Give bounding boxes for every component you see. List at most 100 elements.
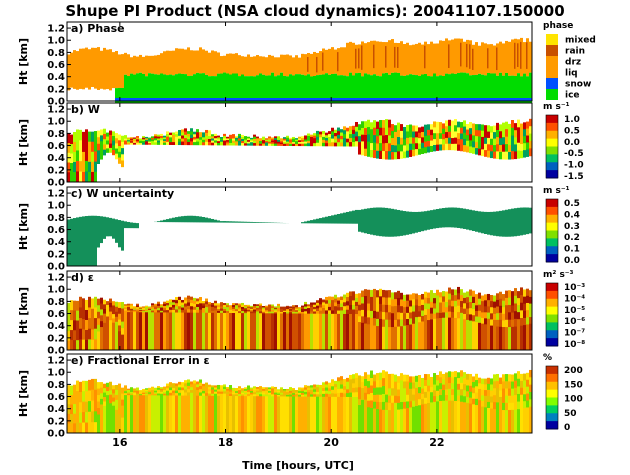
legend-label: drz bbox=[565, 58, 581, 68]
panel-3: c) W uncertainty0.00.20.40.60.81.01.2Ht … bbox=[17, 186, 580, 273]
colorbar-tick-label: 10⁻⁸ bbox=[564, 340, 585, 350]
colorbar-tick-label: 10⁻⁷ bbox=[564, 329, 585, 339]
heatmap-field bbox=[67, 37, 532, 103]
colorbar-tick-label: 200 bbox=[564, 366, 583, 376]
colorbar-tick-label: 0.0 bbox=[564, 138, 580, 148]
y-axis-label: Ht [km] bbox=[17, 370, 30, 417]
colorbar-band bbox=[546, 199, 558, 208]
colorbar-tick-label: 0.3 bbox=[564, 222, 580, 232]
y-axis-label: Ht [km] bbox=[17, 203, 30, 250]
colorbar-band bbox=[546, 366, 558, 375]
colorbar-tick-label: -1.0 bbox=[564, 161, 584, 171]
colorbar-band bbox=[546, 290, 558, 300]
colorbar-band bbox=[546, 397, 558, 406]
colorbar-band bbox=[546, 322, 558, 331]
y-tick-label: 1.0 bbox=[47, 36, 65, 47]
y-tick-label: 0.2 bbox=[47, 165, 65, 176]
legend-label: rain bbox=[565, 47, 585, 57]
x-tick-label: 20 bbox=[324, 436, 340, 449]
colorbar-tick-label: 10⁻⁶ bbox=[564, 317, 585, 327]
y-tick-label: 0.0 bbox=[47, 178, 65, 189]
legend-label: ice bbox=[565, 91, 580, 101]
x-tick-label: 18 bbox=[218, 436, 233, 449]
colorbar-band bbox=[546, 115, 558, 124]
colorbar-frame bbox=[545, 198, 559, 263]
y-tick-label: 0.4 bbox=[47, 321, 65, 332]
plot-frame bbox=[66, 186, 533, 267]
colorbar-band bbox=[546, 170, 558, 179]
colorbar-band bbox=[546, 138, 558, 147]
y-tick-label: 0.0 bbox=[47, 97, 65, 108]
y-tick-label: 1.2 bbox=[47, 356, 65, 367]
colorbar-band bbox=[546, 214, 558, 224]
y-tick-label: 0.2 bbox=[47, 84, 65, 95]
colorbar-tick-label: -1.5 bbox=[564, 172, 584, 182]
colorbar-band bbox=[546, 146, 558, 155]
colorbar-tick-label: 100 bbox=[564, 395, 583, 405]
colorbar-unit: m² s⁻³ bbox=[543, 270, 574, 280]
y-tick-label: 0.8 bbox=[47, 129, 65, 140]
colorbar-band bbox=[546, 405, 558, 414]
colorbar-band bbox=[546, 421, 558, 430]
colorbar-band bbox=[546, 154, 558, 163]
plot-frame bbox=[66, 353, 533, 434]
colorbar-band bbox=[546, 283, 558, 292]
y-tick-label: 1.2 bbox=[47, 24, 65, 35]
plot-frame bbox=[66, 102, 533, 183]
y-tick-label: 1.2 bbox=[47, 273, 65, 284]
panel-title: c) W uncertainty bbox=[71, 187, 174, 200]
colorbar-band bbox=[546, 330, 558, 339]
colorbar-tick-label: 0.0 bbox=[564, 256, 580, 266]
y-tick-label: 0.8 bbox=[47, 297, 65, 308]
y-tick-label: 0.0 bbox=[47, 429, 65, 440]
heatmap-field bbox=[67, 207, 532, 266]
colorbar-tick-label: 0.5 bbox=[564, 199, 580, 209]
colorbar-band bbox=[546, 222, 558, 231]
y-tick-label: 0.4 bbox=[47, 153, 65, 164]
y-tick-label: 0.6 bbox=[47, 141, 65, 152]
legend-swatch bbox=[546, 45, 558, 56]
y-tick-label: 0.6 bbox=[47, 392, 65, 403]
colorbar-band bbox=[546, 206, 558, 216]
legend-swatch bbox=[546, 89, 558, 100]
heatmap-field bbox=[67, 369, 532, 434]
colorbar-unit: m s⁻¹ bbox=[543, 186, 570, 196]
colorbar-tick-label: -0.5 bbox=[564, 149, 584, 159]
colorbar-band bbox=[546, 298, 558, 308]
y-axis-label: Ht [km] bbox=[17, 38, 30, 85]
legend-label: snow bbox=[565, 80, 591, 90]
colorbar-band bbox=[546, 230, 558, 239]
colorbar-band bbox=[546, 254, 558, 263]
colorbar-band bbox=[546, 246, 558, 255]
colorbar-frame bbox=[545, 365, 559, 430]
colorbar-band bbox=[546, 373, 558, 383]
panel-title: e) Fractional Error in ε bbox=[71, 354, 210, 367]
colorbar-band bbox=[546, 381, 558, 391]
legend-label: mixed bbox=[565, 36, 596, 46]
heatmap-field bbox=[67, 118, 532, 183]
colorbar-tick-label: 10⁻⁴ bbox=[564, 294, 585, 304]
legend-swatch bbox=[546, 67, 558, 78]
colorbar-band bbox=[546, 389, 558, 398]
panel-5: e) Fractional Error in ε0.00.20.40.60.81… bbox=[17, 353, 583, 440]
panel-title: b) W bbox=[71, 103, 100, 116]
panel-4: d) ε 0.0 0.20.40.60.81.01.2 Ht [km] m² s⁻³ 10… bbox=[17, 270, 585, 357]
y-tick-label: 1.2 bbox=[47, 105, 65, 116]
colorbar-tick-label: 1.0 bbox=[564, 115, 580, 125]
panel-title: a) Phase bbox=[71, 22, 125, 35]
legend-swatch bbox=[546, 56, 558, 67]
colorbar-band bbox=[546, 130, 558, 140]
legend-swatch bbox=[546, 34, 558, 45]
colorbar-tick-label: 50 bbox=[564, 409, 577, 419]
x-tick-label: 16 bbox=[112, 436, 128, 449]
y-tick-label: 0.8 bbox=[47, 380, 65, 391]
colorbar-band bbox=[546, 413, 558, 422]
legend-title: phase bbox=[543, 21, 573, 31]
y-tick-label: 0.4 bbox=[47, 72, 65, 83]
colorbar-tick-label: 10⁻³ bbox=[564, 283, 585, 293]
y-tick-label: 0.2 bbox=[47, 416, 65, 427]
colorbar-tick-label: 0.4 bbox=[564, 210, 580, 220]
colorbar-frame bbox=[545, 114, 559, 179]
y-tick-label: 0.0 bbox=[47, 346, 65, 357]
